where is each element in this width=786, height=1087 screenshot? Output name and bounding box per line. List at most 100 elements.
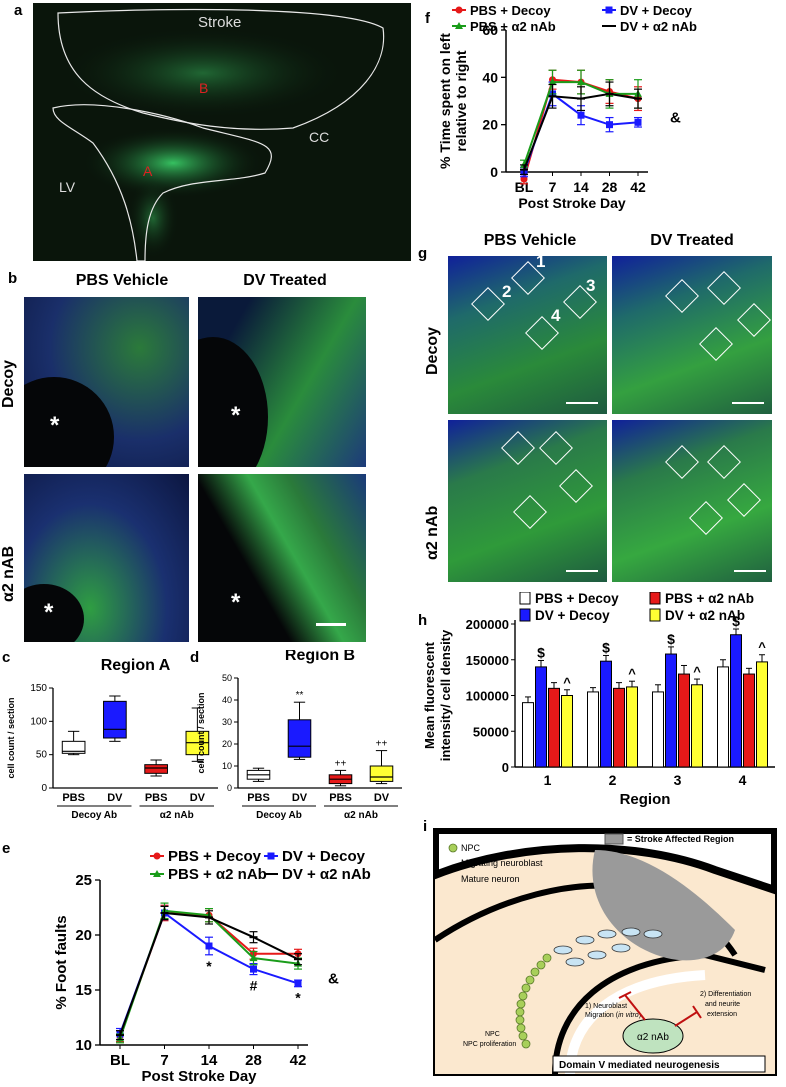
legend-marker (153, 870, 161, 877)
y-tick-label: 0 (502, 760, 509, 775)
significance-mark: ^ (693, 664, 701, 679)
panel-b-row-a2: α2 nAB (0, 545, 17, 602)
roi-box-2 (471, 287, 505, 321)
x-tick-label: 7 (160, 1052, 168, 1069)
bar (665, 653, 677, 768)
bar (587, 691, 599, 768)
x-axis-label: Region (620, 791, 671, 808)
y-tick-label: 50 (222, 673, 232, 683)
legend-label: DV + Decoy (535, 608, 610, 623)
legend-swatch (519, 592, 531, 605)
significance-mark: $ (667, 631, 675, 647)
significance-mark: & (328, 970, 339, 987)
x-tick-label: DV (190, 792, 206, 804)
scale-bar (316, 623, 346, 626)
y-tick-label: 10 (222, 761, 232, 771)
chart-c: Region A 0 50 100 150 cell count / section PBS… (6, 657, 218, 821)
region-number-2: 2 (502, 282, 512, 301)
legend-marker (455, 22, 463, 29)
x-tick-label: 4 (739, 772, 747, 788)
roi-box (727, 483, 761, 517)
roi-box (665, 279, 699, 313)
legend-label: PBS + Decoy (535, 592, 619, 606)
y-tick-label: 10 (75, 1037, 92, 1054)
box (369, 765, 394, 782)
significance-mark: ^ (758, 640, 766, 655)
panel-a-stroke-text: Stroke (198, 14, 241, 31)
legend-marker (455, 6, 463, 14)
roi-box (539, 431, 573, 465)
panel-i-diagram: = Stroke Affected Region NPC Migrating n… (433, 828, 777, 1076)
bar (743, 673, 755, 768)
y-tick-label: 50000 (473, 724, 509, 739)
neuroblasts (553, 927, 663, 967)
scale-bar (734, 570, 766, 572)
bar (561, 695, 573, 768)
y-tick-label: 50 (36, 750, 48, 761)
x-tick-label: 28 (602, 179, 618, 195)
data-point (548, 78, 557, 86)
panel-i-svg: = Stroke Affected Region NPC Migrating n… (435, 830, 775, 1074)
panel-g-img-pbs-decoy: 1 2 3 4 (448, 256, 607, 414)
panel-a-svg: Stroke B A CC LV (33, 3, 411, 261)
y-tick-label: 200000 (466, 617, 509, 632)
chart-h: 0 50000 100000 150000 200000 Mean fluorescent… (422, 592, 775, 808)
scale-bar (566, 570, 598, 572)
y-tick-label: 25 (75, 872, 92, 889)
panel-g-img-dv-decoy (612, 256, 772, 414)
significance-mark: & (670, 109, 681, 126)
x-tick-label: 2 (609, 772, 617, 788)
box (144, 764, 168, 774)
legend-marker (267, 852, 275, 860)
roi-box (707, 271, 741, 305)
bar (691, 684, 703, 768)
significance-mark: * (206, 958, 212, 974)
x-tick-label: PBS (247, 792, 270, 804)
bar (548, 687, 560, 768)
scale-bar (566, 402, 598, 404)
y-tick-label: 20 (75, 927, 92, 944)
panel-i-npc-prolif-1: NPC (485, 1031, 500, 1038)
legend-swatch (519, 608, 531, 622)
panel-g-img-pbs-a2 (448, 420, 607, 582)
y-tick-label: 100000 (466, 689, 509, 704)
x-axis-label: Post Stroke Day (518, 195, 626, 211)
legend-label: DV + Decoy (620, 3, 693, 18)
chart-title: Region A (101, 657, 171, 674)
panel-h-label: h (418, 612, 428, 629)
roi-box (665, 445, 699, 479)
panel-b-asterisk: * (50, 412, 60, 439)
roi-box (689, 501, 723, 535)
y-axis-label: cell count / section (196, 692, 206, 773)
significance-mark: ^ (563, 675, 571, 690)
x-tick-label: BL (110, 1052, 130, 1069)
npc-cells (515, 953, 552, 1049)
roi-box (501, 431, 535, 465)
y-axis-label: cell count / section (6, 697, 16, 778)
panel-a-lv: LV (59, 179, 76, 195)
panel-i-legend-box: = Stroke Affected Region (627, 834, 734, 844)
data-point (577, 78, 585, 86)
bar (626, 686, 638, 768)
panel-g-label: g (418, 245, 428, 262)
y-tick-label: 100 (30, 716, 47, 727)
significance-mark: # (250, 978, 258, 994)
x-tick-label: DV (374, 792, 390, 804)
panel-i-npc-prolif: NPC proliferation (463, 1041, 516, 1048)
x-tick-label: 28 (245, 1052, 262, 1069)
y-tick-label: 0 (41, 783, 47, 794)
bar (756, 661, 768, 768)
scale-bar (732, 402, 764, 404)
panel-i-antibody: α2 nAb (637, 1032, 669, 1043)
panel-i-migration-2: Migration (in vitro) (585, 1012, 641, 1019)
roi-box (559, 469, 593, 503)
box (61, 740, 86, 754)
legend-label: PBS + α2 nAb (470, 19, 556, 34)
roi-box (707, 445, 741, 479)
significance-mark: ** (296, 690, 304, 701)
legend-swatch (649, 608, 661, 622)
bar (717, 666, 729, 768)
data-point (606, 121, 613, 129)
x-tick-label: PBS (145, 792, 168, 804)
significance-mark: $ (602, 639, 610, 655)
